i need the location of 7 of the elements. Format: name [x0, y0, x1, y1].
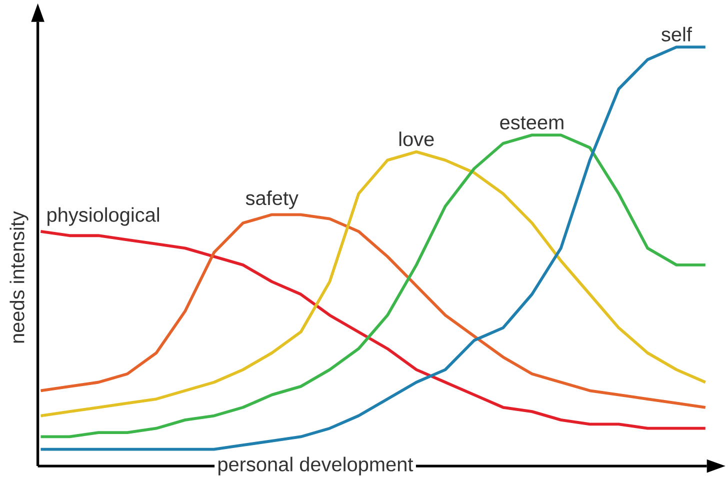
y-axis-title: needs intensity	[10, 211, 28, 343]
series-label: esteem	[500, 116, 564, 130]
series-label: self	[662, 26, 692, 42]
series-label: love	[399, 132, 434, 146]
series-label: safety	[246, 190, 298, 209]
series-label: physiological	[48, 207, 159, 226]
x-axis-title: personal development	[218, 456, 414, 476]
